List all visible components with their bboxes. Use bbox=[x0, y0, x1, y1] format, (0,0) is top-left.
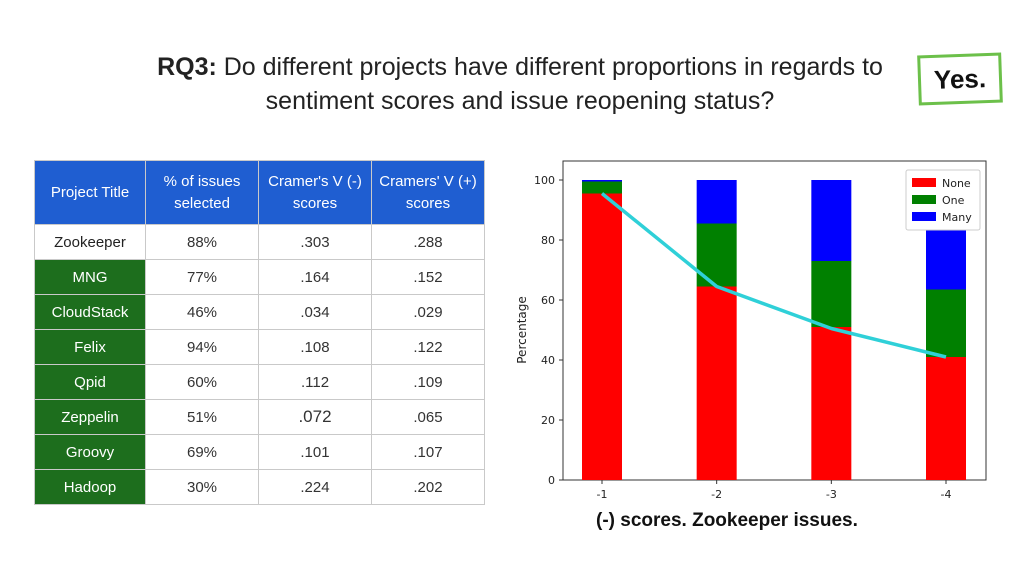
verdict-text: Yes. bbox=[933, 62, 987, 95]
project-name: CloudStack bbox=[34, 294, 146, 330]
legend-label-one: One bbox=[942, 194, 965, 207]
x-tick-label: -3 bbox=[826, 488, 837, 501]
project-name: Hadoop bbox=[34, 469, 146, 505]
percent-selected: 69% bbox=[145, 434, 259, 470]
percent-selected: 46% bbox=[145, 294, 259, 330]
cramers-pos: .107 bbox=[371, 434, 485, 470]
cramers-pos: .122 bbox=[371, 329, 485, 365]
header-project-title: Project Title bbox=[34, 160, 146, 225]
cramers-pos: .065 bbox=[371, 399, 485, 435]
legend-label-many: Many bbox=[942, 211, 972, 224]
cramers-pos: .152 bbox=[371, 259, 485, 295]
y-tick-label: 60 bbox=[541, 294, 555, 307]
bar-segment-many bbox=[582, 180, 622, 182]
percent-selected: 77% bbox=[145, 259, 259, 295]
cramers-neg: .164 bbox=[258, 259, 372, 295]
title-label: RQ3: bbox=[157, 53, 217, 81]
cramers-pos: .109 bbox=[371, 364, 485, 400]
table-header-row: Project Title % of issues selected Crame… bbox=[34, 160, 485, 225]
x-tick-label: -1 bbox=[597, 488, 608, 501]
legend-label-none: None bbox=[942, 177, 971, 190]
project-name: Felix bbox=[34, 329, 146, 365]
cramers-pos: .288 bbox=[371, 224, 485, 260]
trend-line bbox=[600, 192, 947, 359]
cramers-pos: .202 bbox=[371, 469, 485, 505]
legend-swatch-none bbox=[912, 178, 936, 187]
percent-selected: 94% bbox=[145, 329, 259, 365]
project-name: Groovy bbox=[34, 434, 146, 470]
header-cramers-pos: Cramers' V (+) scores bbox=[371, 160, 485, 225]
cramers-neg: .072 bbox=[258, 399, 372, 435]
x-tick-label: -2 bbox=[711, 488, 722, 501]
x-tick-label: -4 bbox=[941, 488, 952, 501]
header-percent-selected: % of issues selected bbox=[145, 160, 259, 225]
y-tick-label: 20 bbox=[541, 414, 555, 427]
cramers-neg: .108 bbox=[258, 329, 372, 365]
cramers-pos: .029 bbox=[371, 294, 485, 330]
cramers-neg: .224 bbox=[258, 469, 372, 505]
table-row: Hadoop 30% .224 .202 bbox=[34, 469, 485, 505]
chart-caption: (-) scores. Zookeeper issues. bbox=[596, 510, 858, 531]
bar-segment-many bbox=[696, 180, 737, 224]
table-row: MNG 77% .164 .152 bbox=[34, 259, 485, 295]
y-tick-label: 40 bbox=[541, 354, 555, 367]
y-tick-label: 0 bbox=[548, 474, 555, 487]
project-name: Zookeeper bbox=[34, 224, 146, 260]
percent-selected: 60% bbox=[145, 364, 259, 400]
percent-selected: 51% bbox=[145, 399, 259, 435]
cramers-neg: .101 bbox=[258, 434, 372, 470]
slide-title: RQ3: Do different projects have differen… bbox=[110, 50, 930, 118]
y-tick-label: 80 bbox=[541, 234, 555, 247]
title-question: Do different projects have different pro… bbox=[216, 53, 883, 115]
cramers-neg: .112 bbox=[258, 364, 372, 400]
header-cramers-neg: Cramer's V (-) scores bbox=[258, 160, 372, 225]
bar-segment-one bbox=[582, 181, 622, 194]
cramers-neg: .303 bbox=[258, 224, 372, 260]
bar-segment-one bbox=[926, 289, 966, 357]
verdict-badge: Yes. bbox=[917, 52, 1003, 106]
table-row: Felix 94% .108 .122 bbox=[34, 329, 485, 365]
table-row: Groovy 69% .101 .107 bbox=[34, 434, 485, 470]
bar-segment-one bbox=[811, 261, 852, 327]
legend-swatch-one bbox=[912, 195, 936, 204]
table-row: Qpid 60% .112 .109 bbox=[34, 364, 485, 400]
table-row: Zookeeper 88% .303 .288 bbox=[34, 224, 485, 260]
bar-segment-none bbox=[582, 193, 622, 480]
bar-segment-none bbox=[696, 286, 737, 480]
table-row: Zeppelin 51% .072 .065 bbox=[34, 399, 485, 435]
stacked-bar-chart: 0 20 40 60 80 100 Percentage -1 -2 -3 -4 None One Man… bbox=[515, 160, 987, 501]
project-name: MNG bbox=[34, 259, 146, 295]
bar-segment-many bbox=[811, 180, 852, 261]
cramers-v-table: Project Title % of issues selected Crame… bbox=[34, 160, 485, 505]
legend-swatch-many bbox=[912, 212, 936, 221]
bar-segment-none bbox=[811, 327, 852, 480]
project-name: Qpid bbox=[34, 364, 146, 400]
percent-selected: 88% bbox=[145, 224, 259, 260]
bar-segment-none bbox=[926, 357, 966, 480]
percent-selected: 30% bbox=[145, 469, 259, 505]
y-axis-label: Percentage bbox=[515, 296, 529, 364]
project-name: Zeppelin bbox=[34, 399, 146, 435]
y-tick-label: 100 bbox=[534, 174, 555, 187]
cramers-neg: .034 bbox=[258, 294, 372, 330]
table-row: CloudStack 46% .034 .029 bbox=[34, 294, 485, 330]
